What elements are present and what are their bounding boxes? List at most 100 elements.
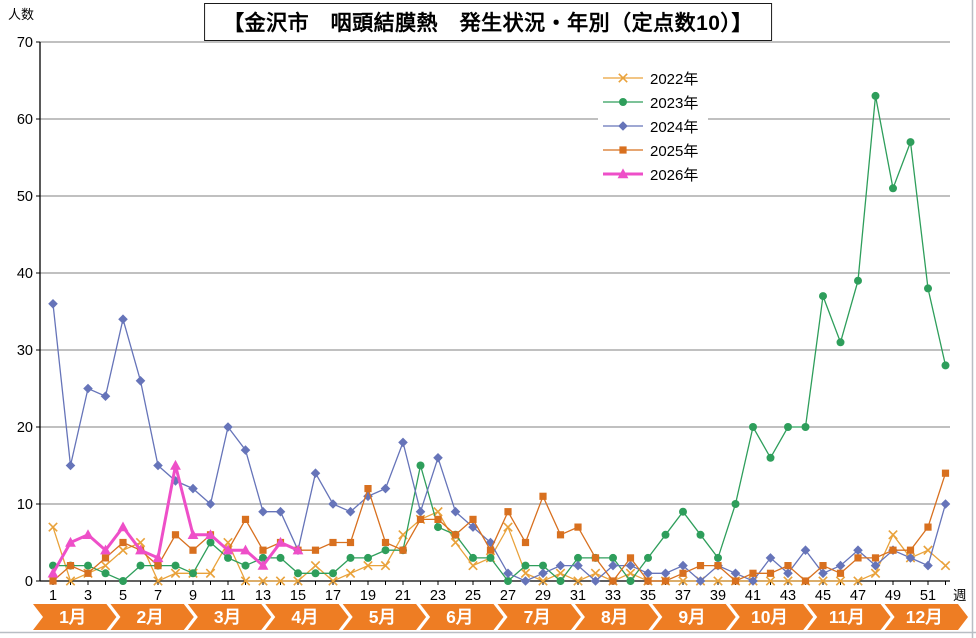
circle-marker (381, 546, 390, 555)
month-band-label: 8月 (601, 607, 628, 627)
y-tick-label: 30 (17, 343, 33, 359)
x-marker (853, 576, 863, 586)
diamond-marker (573, 560, 583, 571)
x-marker (258, 576, 268, 586)
legend-item-2024年: 2024年 (602, 114, 698, 138)
month-bands: 1月 2月 3月 4月 5月 6月 7月 8月 9月 10月 11月 12月 (33, 604, 968, 630)
series-line (52, 472, 947, 583)
square-marker (171, 531, 180, 539)
series-2025年 (49, 469, 950, 585)
month-band (420, 604, 504, 630)
month-band-label: 3月 (214, 607, 241, 627)
circle-marker (784, 423, 792, 431)
x-marker (310, 560, 321, 571)
x-tick-label: 33 (605, 588, 621, 604)
legend-marker (617, 168, 629, 179)
x-tick-label: 45 (815, 588, 831, 604)
diamond-marker (660, 568, 671, 579)
legend-marker (618, 73, 628, 83)
diamond-marker (328, 499, 338, 509)
x-tick-label: 17 (325, 588, 341, 604)
diamond-marker (643, 568, 653, 579)
circle-marker (924, 284, 932, 293)
month-band (652, 604, 736, 630)
triangle-marker (100, 544, 111, 555)
diamond-marker (783, 568, 793, 579)
x-axis-unit-label: 週 (953, 588, 967, 603)
diamond-marker (905, 553, 916, 563)
legend-marker (619, 146, 627, 154)
square-marker (416, 515, 425, 523)
chart-title: 【金沢市 咽頭結膜熱 発生状況・年別（定点数10）】 (204, 3, 772, 41)
x-tick-label: 35 (640, 588, 656, 604)
diamond-marker (398, 437, 408, 448)
legend-label: 2024年 (650, 118, 699, 136)
month-band-label: 2月 (137, 607, 164, 627)
x-marker (625, 568, 636, 579)
x-tick-label: 5 (119, 588, 127, 604)
diamond-marker (433, 453, 443, 463)
circle-marker (661, 530, 670, 539)
square-marker (101, 554, 110, 562)
month-band (729, 604, 814, 630)
diamond-marker (520, 576, 531, 586)
circle-marker (329, 569, 337, 578)
legend-swatch (603, 146, 643, 154)
x-marker (170, 568, 181, 579)
triangle-marker (240, 544, 251, 555)
diamond-marker (100, 391, 111, 401)
square-marker (801, 577, 810, 585)
square-marker (679, 569, 687, 577)
triangle-marker (135, 544, 146, 555)
month-band (807, 604, 891, 630)
month-band-label: 12月 (906, 607, 943, 627)
circle-marker (731, 500, 740, 508)
x-marker (765, 576, 776, 586)
x-tick-label: 47 (850, 588, 866, 604)
x-tick-label: 51 (920, 588, 936, 604)
diamond-marker (940, 499, 951, 509)
circle-marker (171, 561, 180, 570)
month-band-label: 6月 (446, 607, 473, 627)
diamond-marker (65, 460, 76, 471)
diamond-marker (923, 560, 933, 571)
x-tick-label: 25 (465, 588, 481, 604)
triangle-marker (82, 529, 94, 539)
diamond-marker (240, 445, 251, 455)
circle-marker (801, 423, 810, 431)
x-marker (555, 568, 566, 579)
month-band-label: 10月 (751, 607, 788, 627)
circle-marker (941, 361, 950, 370)
y-tick-label: 10 (17, 497, 33, 513)
square-marker (924, 523, 932, 531)
x-marker (450, 537, 461, 548)
legend-swatch (603, 73, 643, 83)
month-band (265, 604, 349, 630)
legend-item-2025年: 2025年 (602, 138, 698, 162)
diamond-marker (310, 468, 321, 478)
diamond-marker (748, 576, 758, 586)
legend-swatch (603, 98, 643, 106)
legend-label: 2022年 (650, 70, 699, 88)
square-marker (119, 538, 127, 547)
month-band-label: 7月 (524, 607, 551, 627)
x-marker (118, 545, 128, 555)
triangle-marker (187, 529, 199, 539)
square-marker (696, 562, 705, 570)
circle-marker (819, 292, 827, 301)
circle-marker (626, 577, 635, 585)
circle-marker (346, 553, 355, 562)
x-marker (783, 576, 793, 586)
month-band (342, 604, 427, 630)
x-marker (328, 576, 338, 586)
square-marker (784, 562, 792, 570)
x-tick-label: 13 (255, 588, 271, 604)
square-marker (241, 515, 250, 523)
legend-item-2026年: 2026年 (602, 162, 698, 186)
triangle-marker (117, 521, 129, 532)
x-tick-label: 1 (49, 588, 57, 604)
series-2023年 (49, 91, 950, 585)
diamond-marker (450, 506, 461, 517)
